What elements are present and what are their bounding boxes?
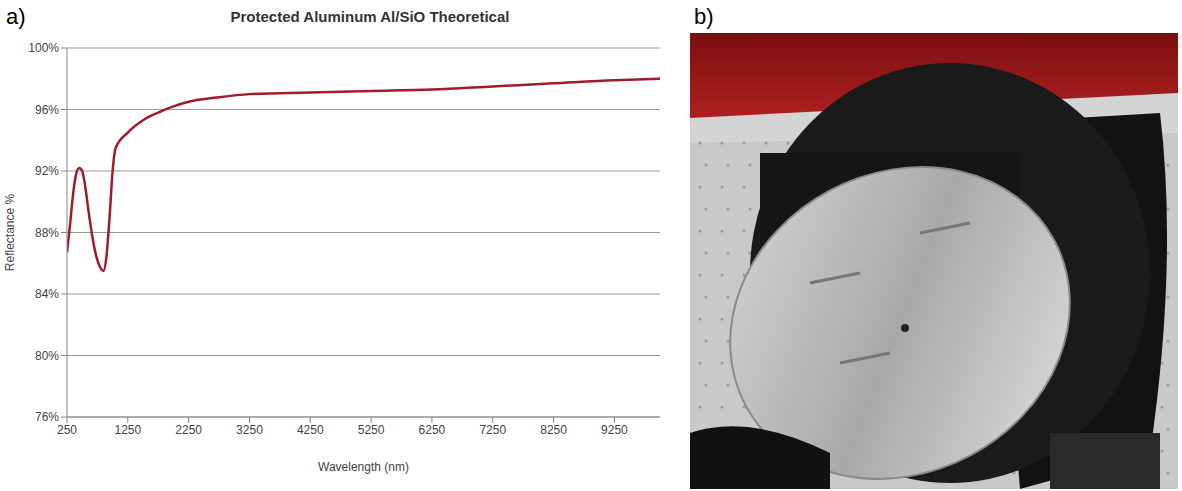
svg-text:1250: 1250 bbox=[114, 423, 141, 437]
svg-text:76%: 76% bbox=[35, 410, 59, 424]
svg-text:9250: 9250 bbox=[601, 423, 628, 437]
svg-text:4250: 4250 bbox=[297, 423, 324, 437]
html-text:a): a) bbox=[6, 4, 26, 29]
svg-text:96%: 96% bbox=[35, 103, 59, 117]
svg-text:92%: 92% bbox=[35, 164, 59, 178]
svg-text:7250: 7250 bbox=[479, 423, 506, 437]
svg-text:8250: 8250 bbox=[540, 423, 567, 437]
svg-text:3250: 3250 bbox=[236, 423, 263, 437]
svg-text:84%: 84% bbox=[35, 287, 59, 301]
svg-text:100%: 100% bbox=[28, 41, 59, 55]
svg-text:Wavelength (nm): Wavelength (nm) bbox=[318, 460, 409, 474]
svg-text:88%: 88% bbox=[35, 226, 59, 240]
svg-text:5250: 5250 bbox=[358, 423, 385, 437]
svg-text:6250: 6250 bbox=[419, 423, 446, 437]
svg-text:250: 250 bbox=[57, 423, 77, 437]
svg-text:2250: 2250 bbox=[175, 423, 202, 437]
svg-text:80%: 80% bbox=[35, 349, 59, 363]
svg-text:Reflectance %: Reflectance % bbox=[3, 193, 17, 271]
html-text:b): b) bbox=[694, 4, 714, 29]
html-text:Protected Aluminum Al/SiO Theo: Protected Aluminum Al/SiO Theoretical bbox=[230, 8, 510, 25]
